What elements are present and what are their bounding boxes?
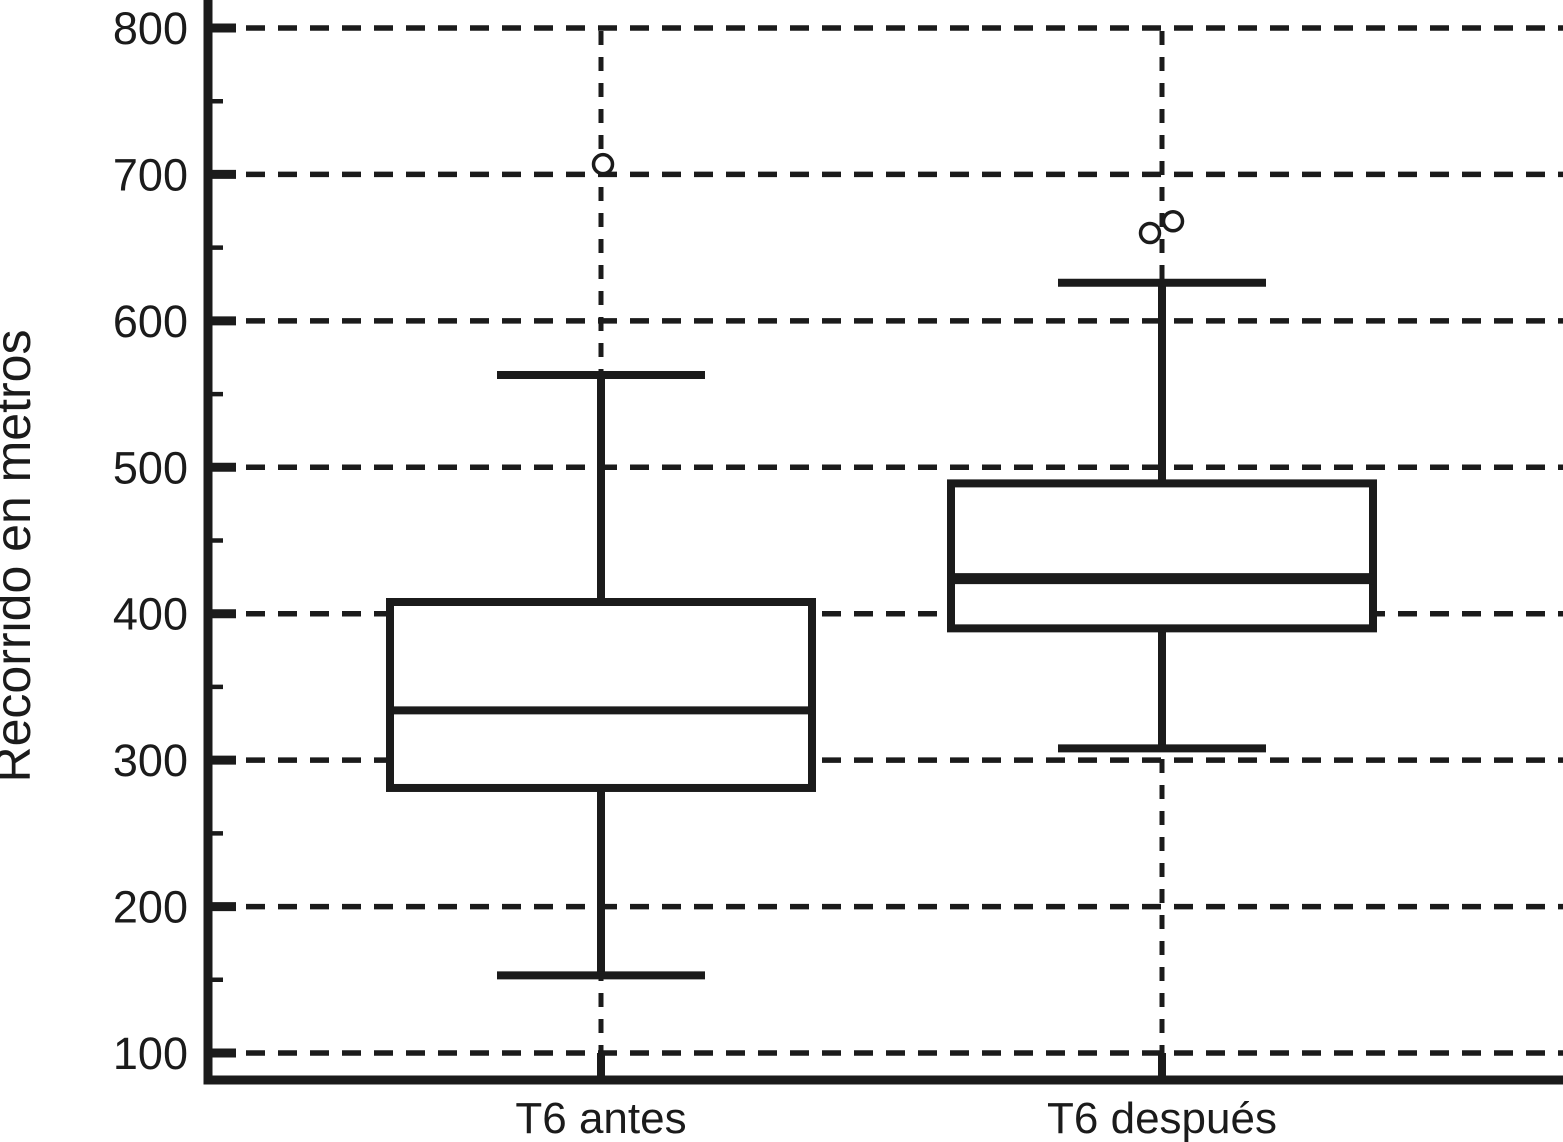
y-axis-title: Recorrido en metros: [0, 330, 41, 783]
box-iqr: [947, 479, 1377, 633]
x-category-label: T6 antes: [515, 1094, 686, 1142]
y-tick-label: 800: [113, 3, 188, 54]
outlier-point: [1161, 210, 1185, 233]
outlier-point: [1138, 221, 1162, 245]
y-tick-label: 500: [113, 442, 188, 493]
y-tick-label: 100: [113, 1028, 188, 1079]
y-tick-label: 700: [113, 149, 188, 200]
box-iqr: [386, 598, 816, 792]
y-tick-label: 300: [113, 735, 188, 786]
outlier-point: [591, 152, 615, 176]
x-category-label: T6 después: [1047, 1094, 1277, 1142]
y-tick-label: 200: [113, 882, 188, 933]
y-tick-label: 400: [113, 589, 188, 640]
y-tick-label: 600: [113, 296, 188, 347]
